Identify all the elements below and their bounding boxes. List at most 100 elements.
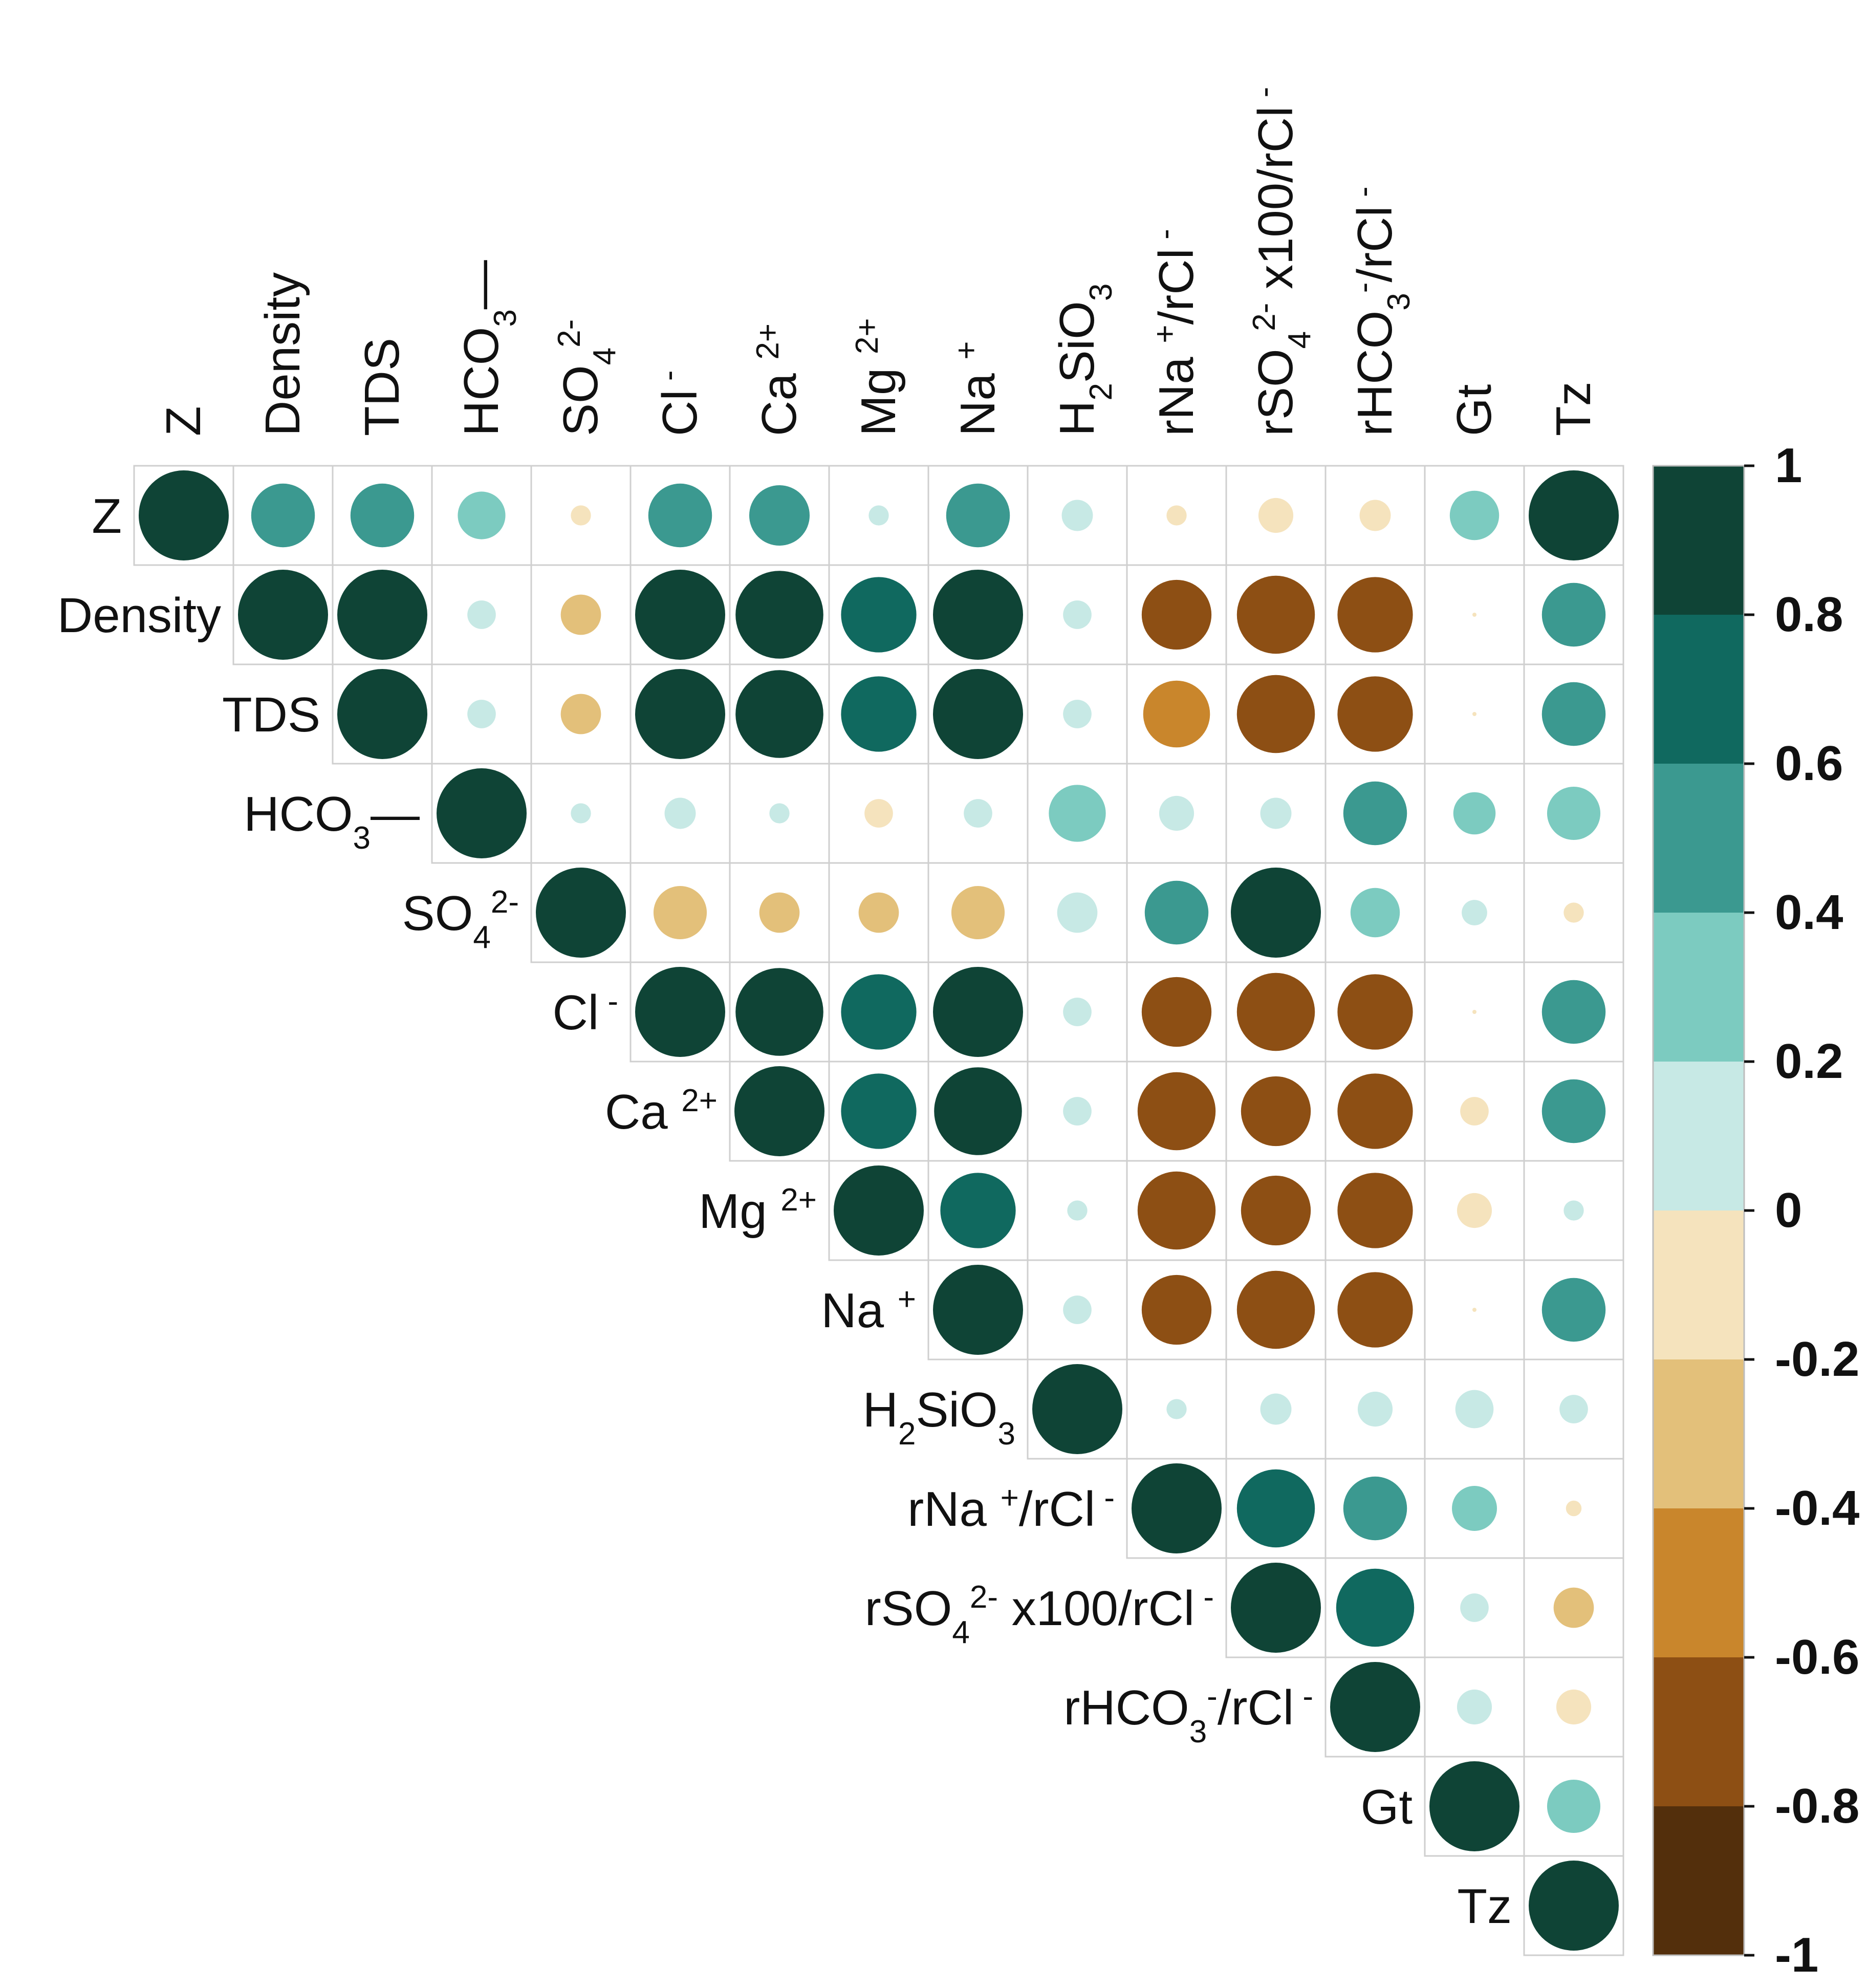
corr-circle-TDS-Cl	[635, 669, 725, 759]
col-label-Na: Na +	[949, 341, 1006, 436]
corr-circle-TDS-rNa_rCl	[1143, 680, 1210, 748]
col-label-SO4: SO42-	[552, 319, 622, 436]
corr-circle-rSO4_rCl-rSO4_rCl	[1231, 1563, 1321, 1653]
corr-circle-TDS-Na	[933, 669, 1023, 759]
corr-circle-TDS-H2SiO3	[1063, 700, 1092, 728]
corr-circle-rNa_rCl-Gt	[1452, 1486, 1497, 1531]
corr-circle-TDS-Ca	[735, 670, 823, 758]
corr-circle-Mg-H2SiO3	[1067, 1200, 1088, 1221]
corr-circle-Na-H2SiO3	[1063, 1295, 1092, 1324]
corr-circle-Gt-Tz	[1547, 1779, 1601, 1833]
row-label-TDS: TDS	[222, 687, 320, 742]
corr-circle-Ca-rHCO3_rCl	[1337, 1073, 1413, 1149]
corr-circle-HCO3-SO4	[571, 803, 591, 824]
corr-circle-TDS-TDS	[337, 669, 427, 759]
corr-circle-SO4-rSO4_rCl	[1231, 868, 1321, 958]
corr-circle-H2SiO3-rNa_rCl	[1166, 1399, 1187, 1419]
corr-circle-Na-Gt	[1472, 1308, 1476, 1312]
colorbar-tick-label: -1	[1775, 1928, 1818, 1982]
corr-circle-Cl-Cl	[635, 967, 725, 1057]
corr-circle-SO4-rHCO3_rCl	[1350, 888, 1400, 938]
corr-circle-Na-Na	[933, 1265, 1023, 1355]
colorbar-bin-3	[1653, 913, 1744, 1062]
corr-circle-rHCO3_rCl-Gt	[1457, 1689, 1492, 1725]
corr-circle-Density-Mg	[841, 577, 917, 653]
colorbar-bin-2	[1653, 764, 1744, 913]
corr-circle-TDS-Tz	[1541, 682, 1606, 746]
corr-circle-Density-Tz	[1541, 582, 1606, 647]
corr-circle-Ca-Ca	[734, 1066, 824, 1156]
row-label-Mg: Mg 2+	[699, 1182, 817, 1239]
corr-circle-Density-Ca	[735, 571, 823, 659]
row-label-HCO3: HCO3—	[244, 787, 420, 856]
corr-circle-Z-H2SiO3	[1061, 500, 1093, 531]
colorbar-bin-0	[1653, 466, 1744, 615]
colorbar-tick-label: -0.4	[1775, 1481, 1859, 1536]
corr-circle-Z-Density	[251, 483, 315, 548]
corr-circle-rNa_rCl-Tz	[1566, 1500, 1582, 1517]
corr-circle-rNa_rCl-rHCO3_rCl	[1343, 1476, 1407, 1541]
corr-circle-rHCO3_rCl-Tz	[1556, 1689, 1592, 1725]
column-labels: Z Density TDS HCO3— SO42- Cl - Ca 2+ Mg 2+ Na + H…	[156, 87, 1601, 436]
corr-circle-SO4-Na	[951, 885, 1005, 940]
corr-circle-Z-SO4	[571, 505, 591, 526]
corr-circle-HCO3-Tz	[1547, 786, 1601, 840]
corr-circle-rSO4_rCl-Tz	[1553, 1587, 1594, 1628]
corr-circle-HCO3-HCO3	[437, 768, 527, 858]
corr-circle-TDS-HCO3	[467, 700, 496, 728]
row-label-Density: Density	[57, 588, 221, 643]
col-label-Cl: Cl -	[651, 370, 708, 436]
corr-circle-Z-Z	[139, 470, 229, 560]
corr-circle-Ca-H2SiO3	[1063, 1097, 1092, 1126]
corr-circle-SO4-Mg	[858, 892, 899, 933]
corr-circle-Z-Tz	[1529, 470, 1619, 560]
corr-circle-HCO3-Cl	[664, 797, 696, 829]
col-label-rHCO3_rCl: rHCO3-/rCl -	[1346, 186, 1417, 436]
row-label-Na: Na +	[821, 1282, 916, 1338]
corr-circle-Na-rSO4_rCl	[1236, 1270, 1315, 1349]
row-label-Tz: Tz	[1457, 1879, 1512, 1934]
corr-circle-HCO3-Ca	[769, 803, 790, 824]
corr-circle-Z-Mg	[868, 505, 889, 526]
corr-circle-TDS-rHCO3_rCl	[1337, 676, 1413, 752]
corr-circle-rSO4_rCl-Gt	[1460, 1593, 1489, 1622]
colorbar-tick-label: 0.4	[1775, 885, 1843, 940]
corr-circle-SO4-H2SiO3	[1057, 892, 1098, 933]
corr-circle-Ca-Gt	[1460, 1097, 1489, 1126]
corr-circle-Density-HCO3	[467, 600, 496, 629]
corr-circle-Cl-rHCO3_rCl	[1337, 974, 1413, 1050]
row-label-rHCO3_rCl: rHCO3-/rCl -	[1063, 1679, 1313, 1749]
corr-circle-HCO3-Gt	[1453, 792, 1496, 835]
corr-circle-SO4-rNa_rCl	[1144, 880, 1209, 945]
corr-circle-Mg-Gt	[1457, 1193, 1492, 1228]
colorbar-bin-5	[1653, 1211, 1744, 1360]
grid-cell-rSO4_rCl-Tz	[1523, 1557, 1624, 1658]
corr-circle-HCO3-rHCO3_rCl	[1343, 781, 1407, 846]
corr-circle-Density-Na	[933, 570, 1023, 660]
corr-circle-rSO4_rCl-rHCO3_rCl	[1336, 1568, 1415, 1647]
corr-circle-Z-rSO4_rCl	[1258, 498, 1294, 533]
corr-circle-TDS-Gt	[1472, 712, 1476, 716]
corr-circle-rNa_rCl-rSO4_rCl	[1236, 1469, 1315, 1548]
row-label-Ca: Ca 2+	[605, 1083, 718, 1140]
colorbar-bin-6	[1653, 1359, 1744, 1509]
corr-circle-Z-Cl	[648, 483, 712, 548]
grid-cell-Z-Mg	[828, 465, 929, 566]
corr-circle-Na-Tz	[1541, 1278, 1606, 1342]
corr-circle-Ca-Mg	[841, 1073, 917, 1149]
corr-circle-SO4-SO4	[536, 868, 626, 958]
grid-cell-Z-Gt	[1424, 465, 1525, 566]
colorbar-bin-7	[1653, 1508, 1744, 1658]
corr-circle-Cl-Tz	[1541, 980, 1606, 1044]
corr-circle-Ca-rSO4_rCl	[1241, 1076, 1311, 1147]
col-label-H2SiO3: H2SiO3	[1050, 284, 1119, 436]
col-label-rSO4_rCl: rSO42- x100/rCl -	[1247, 87, 1317, 436]
corr-circle-Density-rSO4_rCl	[1236, 575, 1315, 654]
corr-circle-Na-rHCO3_rCl	[1337, 1272, 1413, 1348]
corr-circle-Z-HCO3	[458, 491, 506, 539]
colorbar-bin-9	[1653, 1806, 1744, 1956]
row-label-SO4: SO42-	[402, 884, 519, 955]
row-label-Z: Z	[92, 489, 122, 544]
corr-circle-H2SiO3-rHCO3_rCl	[1357, 1391, 1393, 1427]
